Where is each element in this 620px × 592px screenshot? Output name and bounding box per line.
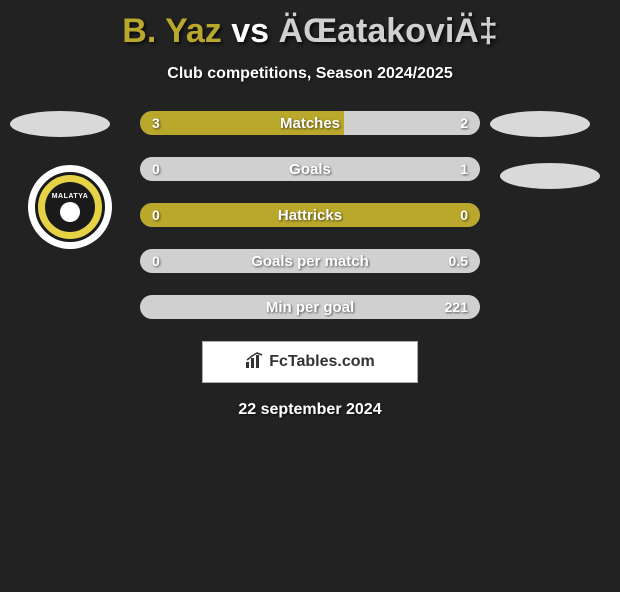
stat-label: Goals per match [251,253,369,270]
stat-value-left: 0 [152,161,160,177]
ellipse-right-1 [490,111,590,137]
fctables-text: FcTables.com [269,353,375,371]
subtitle: Club competitions, Season 2024/2025 [0,65,620,83]
player2-name: ÄŒatakoviÄ‡ [279,12,498,50]
stats-list: 3 Matches 2 0 Goals 1 0 Hattricks 0 0 Goals per ma… [140,111,480,319]
ellipse-right-2 [500,163,600,189]
stat-row: 0 Hattricks 0 [140,203,480,227]
stat-value-right: 0 [460,207,468,223]
stat-row: 0 Goals per match 0.5 [140,249,480,273]
club-badge-ball-icon [60,202,80,222]
stat-value-right: 0.5 [449,253,468,269]
player1-name: B. Yaz [122,12,222,50]
stat-label: Hattricks [278,207,342,224]
stats-container: MALATYA 3 Matches 2 0 Goals 1 0 Hattricks 0 0 Goal… [0,111,620,419]
stat-label: Min per goal [266,299,354,316]
stat-row: 3 Matches 2 [140,111,480,135]
stat-value-left: 0 [152,253,160,269]
ellipse-left [10,111,110,137]
stat-value-right: 221 [445,299,468,315]
stat-value-left: 3 [152,115,160,131]
stat-row: Min per goal 221 [140,295,480,319]
date: 22 september 2024 [0,401,620,419]
stat-label: Goals [289,161,331,178]
comparison-title: B. Yaz vs ÄŒatakoviÄ‡ [0,12,620,51]
stat-row: 0 Goals 1 [140,157,480,181]
vs-text: vs [222,12,279,50]
stat-label: Matches [280,115,340,132]
club-badge-ring: MALATYA [35,172,105,242]
stat-value-right: 2 [460,115,468,131]
club-badge-text: MALATYA [52,193,89,200]
club-badge-center: MALATYA [45,182,95,232]
chart-icon [245,352,265,373]
stat-value-left: 0 [152,207,160,223]
stat-value-right: 1 [460,161,468,177]
club-badge: MALATYA [28,165,112,249]
fctables-attribution[interactable]: FcTables.com [202,341,418,383]
